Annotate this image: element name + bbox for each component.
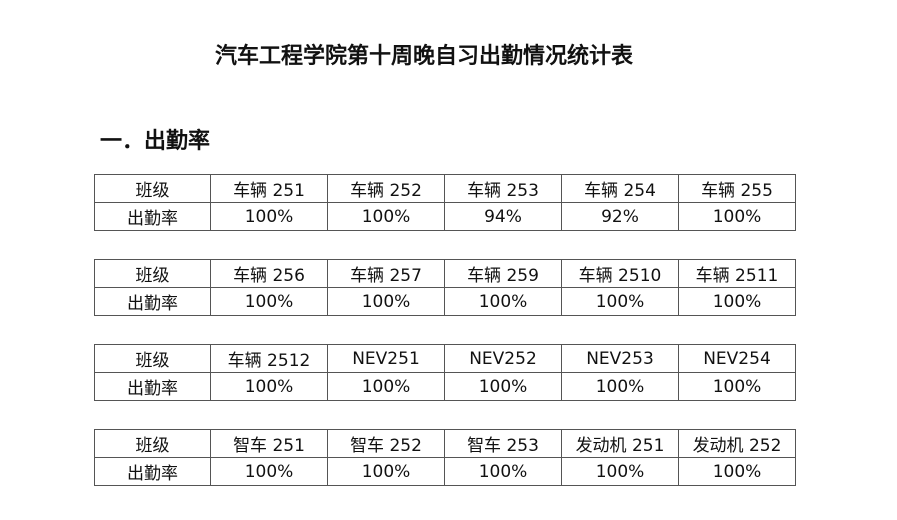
rate-cell: 100% — [210, 457, 328, 486]
row-label: 班级 — [94, 344, 211, 373]
class-name-cell: 车辆 2512 — [210, 344, 328, 373]
class-name-cell: 智车 253 — [444, 429, 562, 458]
class-name-cell: NEV254 — [678, 344, 796, 373]
row-label: 出勤率 — [94, 372, 211, 401]
rate-cell: 100% — [210, 372, 328, 401]
rate-cell: 94% — [444, 202, 562, 231]
row-label: 出勤率 — [94, 287, 211, 316]
attendance-table: 班级 车辆 2512 NEV251 NEV252 NEV253 NEV254 出勤率 100%… — [94, 344, 796, 401]
rate-row: 出勤率 100% 100% 100% 100% 100% — [94, 372, 796, 401]
class-name-cell: 车辆 257 — [327, 259, 445, 288]
class-name-cell: 车辆 2510 — [561, 259, 679, 288]
class-name-cell: NEV253 — [561, 344, 679, 373]
rate-row: 出勤率 100% 100% 100% 100% 100% — [94, 287, 796, 316]
row-label: 班级 — [94, 429, 211, 458]
class-row: 班级 车辆 256 车辆 257 车辆 259 车辆 2510 车辆 2511 — [94, 259, 796, 288]
rate-cell: 100% — [327, 372, 445, 401]
page-title: 汽车工程学院第十周晚自习出勤情况统计表 — [214, 44, 633, 69]
class-name-cell: 车辆 252 — [327, 174, 445, 203]
class-name-cell: 车辆 253 — [444, 174, 562, 203]
class-name-cell: 车辆 254 — [561, 174, 679, 203]
rate-row: 出勤率 100% 100% 94% 92% 100% — [94, 202, 796, 231]
rate-cell: 100% — [678, 202, 796, 231]
attendance-table: 班级 车辆 251 车辆 252 车辆 253 车辆 254 车辆 255 出勤率 100% 1… — [94, 174, 796, 231]
row-label: 班级 — [94, 174, 211, 203]
class-row: 班级 车辆 251 车辆 252 车辆 253 车辆 254 车辆 255 — [94, 174, 796, 203]
rate-cell: 100% — [678, 372, 796, 401]
rate-cell: 100% — [444, 372, 562, 401]
class-name-cell: 车辆 256 — [210, 259, 328, 288]
rate-row: 出勤率 100% 100% 100% 100% 100% — [94, 457, 796, 486]
class-name-cell: 车辆 255 — [678, 174, 796, 203]
rate-cell: 100% — [678, 287, 796, 316]
rate-cell: 100% — [561, 372, 679, 401]
rate-cell: 100% — [327, 287, 445, 316]
row-label: 出勤率 — [94, 202, 211, 231]
rate-cell: 100% — [561, 287, 679, 316]
row-label: 出勤率 — [94, 457, 211, 486]
rate-cell: 92% — [561, 202, 679, 231]
class-name-cell: NEV252 — [444, 344, 562, 373]
class-name-cell: 发动机 252 — [678, 429, 796, 458]
class-name-cell: 车辆 251 — [210, 174, 328, 203]
rate-cell: 100% — [678, 457, 796, 486]
rate-cell: 100% — [327, 457, 445, 486]
class-name-cell: 车辆 259 — [444, 259, 562, 288]
class-row: 班级 智车 251 智车 252 智车 253 发动机 251 发动机 252 — [94, 429, 796, 458]
class-row: 班级 车辆 2512 NEV251 NEV252 NEV253 NEV254 — [94, 344, 796, 373]
class-name-cell: NEV251 — [327, 344, 445, 373]
rate-cell: 100% — [444, 457, 562, 486]
rate-cell: 100% — [210, 202, 328, 231]
class-name-cell: 车辆 2511 — [678, 259, 796, 288]
class-name-cell: 发动机 251 — [561, 429, 679, 458]
rate-cell: 100% — [444, 287, 562, 316]
row-label: 班级 — [94, 259, 211, 288]
rate-cell: 100% — [561, 457, 679, 486]
attendance-table: 班级 智车 251 智车 252 智车 253 发动机 251 发动机 252 出勤率 100… — [94, 429, 796, 486]
section-heading: 一．出勤率 — [100, 129, 211, 154]
rate-cell: 100% — [210, 287, 328, 316]
class-name-cell: 智车 252 — [327, 429, 445, 458]
class-name-cell: 智车 251 — [210, 429, 328, 458]
rate-cell: 100% — [327, 202, 445, 231]
attendance-table: 班级 车辆 256 车辆 257 车辆 259 车辆 2510 车辆 2511 出勤率 100… — [94, 259, 796, 316]
